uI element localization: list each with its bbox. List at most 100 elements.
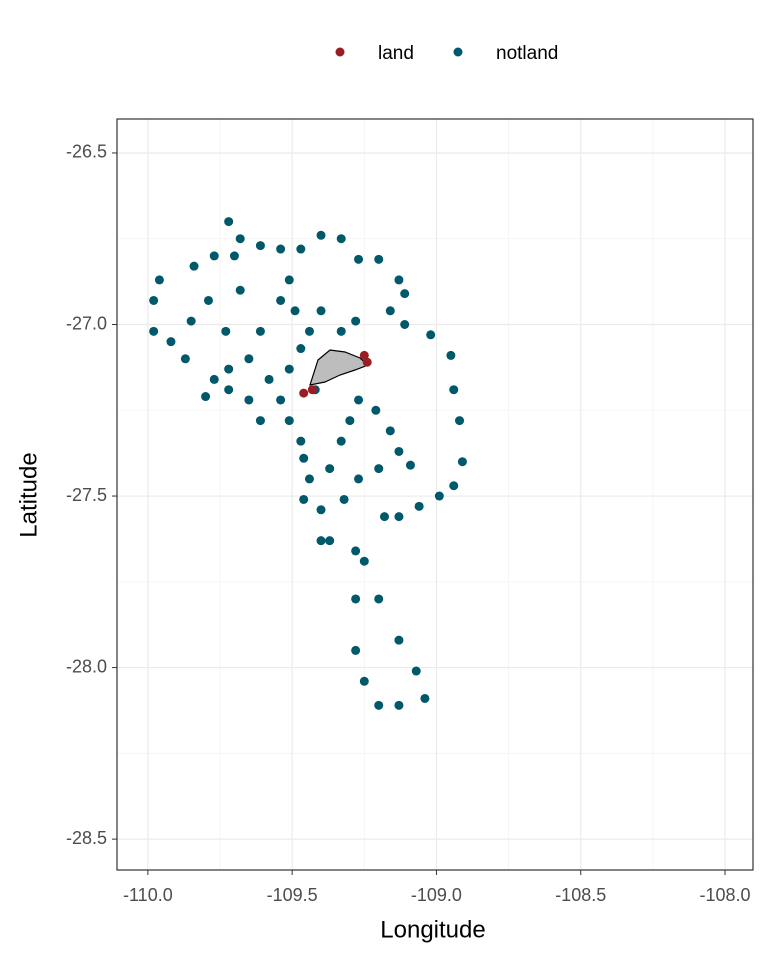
- point: [354, 254, 364, 264]
- point: [255, 416, 265, 426]
- point: [336, 326, 346, 336]
- point: [385, 426, 395, 436]
- point: [304, 474, 314, 484]
- point: [374, 594, 384, 604]
- point: [276, 295, 286, 305]
- point: [154, 275, 164, 285]
- point: [209, 251, 219, 261]
- point: [359, 676, 369, 686]
- point: [434, 491, 444, 501]
- point: [264, 374, 274, 384]
- x-tick-label: -109.0: [411, 885, 462, 905]
- point: [235, 234, 245, 244]
- point: [224, 385, 234, 395]
- point: [299, 388, 309, 398]
- point: [316, 306, 326, 316]
- point: [411, 666, 421, 676]
- point: [359, 556, 369, 566]
- point: [345, 416, 355, 426]
- point: [449, 481, 459, 491]
- x-tick-label: -108.5: [555, 885, 606, 905]
- point: [255, 241, 265, 251]
- point: [336, 234, 346, 244]
- point: [351, 645, 361, 655]
- point: [316, 536, 326, 546]
- point: [180, 354, 190, 364]
- point: [244, 395, 254, 405]
- point: [276, 395, 286, 405]
- point: [371, 405, 381, 415]
- x-tick-label: -110.0: [123, 885, 173, 905]
- point: [203, 295, 213, 305]
- point: [325, 464, 335, 474]
- point: [224, 364, 234, 374]
- x-tick-label: -109.5: [267, 885, 318, 905]
- point: [336, 436, 346, 446]
- point: [166, 337, 176, 347]
- point: [299, 494, 309, 504]
- point: [316, 230, 326, 240]
- x-tick-label: -108.0: [699, 885, 750, 905]
- point: [296, 344, 306, 354]
- point: [385, 306, 395, 316]
- point: [400, 289, 410, 299]
- point: [394, 446, 404, 456]
- point: [351, 546, 361, 556]
- point: [255, 326, 265, 336]
- y-tick-label: -26.5: [66, 142, 107, 162]
- point: [221, 326, 231, 336]
- point: [420, 693, 430, 703]
- point: [244, 354, 254, 364]
- point: [354, 474, 364, 484]
- point: [351, 316, 361, 326]
- legend-label: land: [378, 43, 414, 64]
- point: [316, 505, 326, 515]
- point: [290, 306, 300, 316]
- point: [354, 395, 364, 405]
- point: [426, 330, 436, 340]
- point: [351, 594, 361, 604]
- point: [296, 244, 306, 254]
- panel-border: [116, 118, 754, 871]
- legend-marker: [453, 47, 463, 57]
- point: [400, 320, 410, 330]
- point: [374, 254, 384, 264]
- point: [457, 457, 467, 467]
- point: [229, 251, 239, 261]
- point: [149, 326, 159, 336]
- legend: land notland: [335, 43, 558, 64]
- point: [394, 635, 404, 645]
- point: [394, 512, 404, 522]
- point: [209, 374, 219, 384]
- point: [201, 392, 211, 402]
- point: [325, 536, 335, 546]
- point: [339, 494, 349, 504]
- y-tick-label: -28.5: [66, 828, 107, 848]
- point: [284, 275, 294, 285]
- point: [149, 295, 159, 305]
- point: [284, 416, 294, 426]
- point: [224, 217, 234, 227]
- point: [394, 700, 404, 710]
- point: [394, 275, 404, 285]
- y-tick-label: -28.0: [66, 656, 107, 676]
- point: [455, 416, 465, 426]
- point: [299, 453, 309, 463]
- point: [307, 385, 317, 395]
- point: [374, 700, 384, 710]
- point: [380, 512, 390, 522]
- legend-marker: [335, 47, 345, 57]
- point: [296, 436, 306, 446]
- y-tick-label: -27.5: [66, 485, 107, 505]
- point: [414, 501, 424, 511]
- point: [359, 350, 369, 360]
- point: [304, 326, 314, 336]
- y-tick-label: -27.0: [66, 313, 107, 333]
- point: [235, 285, 245, 295]
- y-axis-title: Latitude: [15, 452, 42, 537]
- point: [405, 460, 415, 470]
- point: [284, 364, 294, 374]
